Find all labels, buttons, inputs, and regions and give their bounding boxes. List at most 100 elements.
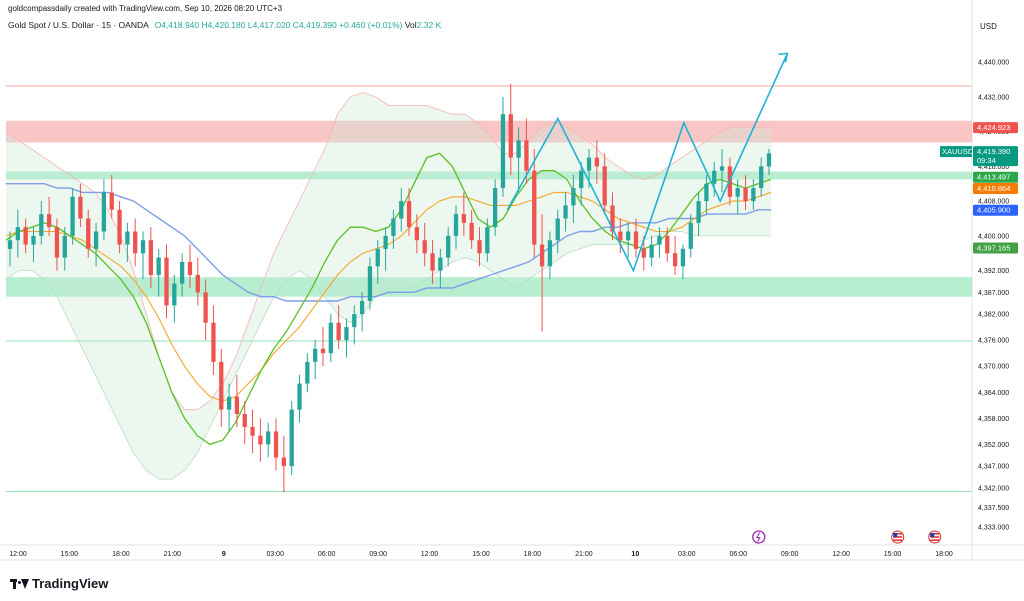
candle — [109, 175, 114, 219]
candle-body — [70, 196, 75, 236]
price-label-bg — [973, 171, 1018, 183]
candle-body — [641, 248, 646, 258]
time-tick-label: 12:00 — [9, 551, 27, 558]
ema-slow-line — [5, 191, 772, 402]
candle-body — [759, 166, 764, 189]
bollinger-fill — [6, 92, 771, 480]
candle — [563, 192, 568, 232]
candle-body — [563, 205, 568, 219]
candle — [164, 244, 169, 319]
candle — [751, 179, 756, 210]
time-tick-label: 15:00 — [472, 551, 490, 558]
candle-body — [179, 261, 185, 284]
candle — [743, 175, 748, 210]
candle-body — [594, 157, 600, 167]
candle — [117, 201, 122, 254]
candle-body — [313, 348, 318, 362]
candle — [219, 348, 224, 428]
candle — [672, 235, 678, 275]
candle — [289, 400, 294, 475]
candle-body — [751, 188, 756, 202]
candle — [735, 179, 740, 215]
open-value: 4,418.940 — [161, 20, 200, 30]
candle — [555, 209, 560, 254]
us-flag-event-icon — [928, 530, 942, 544]
candle-body — [219, 361, 224, 410]
projection-path — [506, 53, 789, 273]
price-label-bg — [973, 146, 1018, 167]
close-label: C — [292, 20, 299, 30]
candle — [477, 227, 482, 267]
candle — [539, 214, 545, 332]
candle-body — [289, 409, 294, 467]
candle-body — [461, 214, 466, 223]
candle — [688, 214, 693, 258]
candle-body — [586, 157, 592, 171]
candle-body — [500, 114, 506, 189]
candle-body — [743, 188, 748, 202]
candle-body — [524, 140, 529, 171]
candle-body — [672, 253, 678, 267]
candle — [156, 248, 161, 297]
candle — [125, 222, 130, 262]
candle-body — [665, 235, 670, 254]
time-tick-label: 21:00 — [575, 551, 593, 558]
candle — [453, 205, 459, 249]
candle-body — [712, 170, 717, 184]
candle — [46, 196, 52, 236]
symbol-legend: Gold Spot / U.S. Dollar · 15 · OANDA O4,… — [8, 20, 441, 30]
candle — [367, 257, 373, 310]
candle-body — [258, 435, 263, 445]
time-tick-label: 09:00 — [369, 551, 387, 558]
price-label-symbol: XAUUSD — [942, 147, 974, 156]
time-tick-label: 21:00 — [164, 551, 182, 558]
candle-body — [46, 214, 52, 228]
candle — [344, 318, 349, 358]
candle — [532, 148, 537, 258]
candle-body — [242, 414, 247, 428]
price-label-countdown: 09:34 — [977, 156, 996, 165]
price-tick-label: 4,352.000 — [978, 442, 1009, 449]
candle-body — [571, 188, 576, 206]
price-tick-label: 4,400.000 — [978, 233, 1009, 240]
tv-icon — [10, 578, 29, 589]
time-tick-label: 03:00 — [266, 551, 284, 558]
candle-body — [391, 218, 396, 236]
candle — [31, 227, 36, 262]
candle — [516, 127, 521, 193]
candle-body — [117, 209, 122, 245]
time-tick-label: 9 — [222, 551, 226, 558]
candle-body — [297, 383, 302, 410]
candle-body — [234, 396, 240, 414]
candle-body — [23, 227, 28, 245]
price-label-value: 4,410.864 — [977, 184, 1010, 193]
candle — [305, 353, 310, 393]
candle-body — [226, 396, 232, 410]
candle-body — [266, 431, 271, 445]
candle — [383, 227, 388, 271]
price-tick-label: 4,347.000 — [978, 464, 1009, 471]
candle — [336, 305, 341, 349]
price-label: 4,413.497 — [973, 171, 1018, 183]
candle-body — [508, 114, 513, 158]
candle-body — [7, 240, 13, 249]
lightning-event-icon — [752, 530, 766, 544]
price-tick-label: 4,440.000 — [978, 60, 1009, 67]
candle-body — [696, 201, 701, 223]
candle — [258, 418, 263, 462]
candle-body — [172, 283, 177, 306]
candle-body — [54, 227, 60, 258]
price-tick-label: 4,364.000 — [978, 390, 1009, 397]
candle — [242, 400, 247, 445]
candle — [281, 435, 287, 493]
time-tick-label: 15:00 — [884, 551, 902, 558]
candle — [234, 374, 240, 428]
candle — [696, 192, 701, 236]
candle-body — [344, 327, 349, 341]
bollinger-upper-line — [5, 92, 771, 411]
candle — [579, 162, 584, 206]
time-tick-label: 18:00 — [935, 551, 953, 558]
